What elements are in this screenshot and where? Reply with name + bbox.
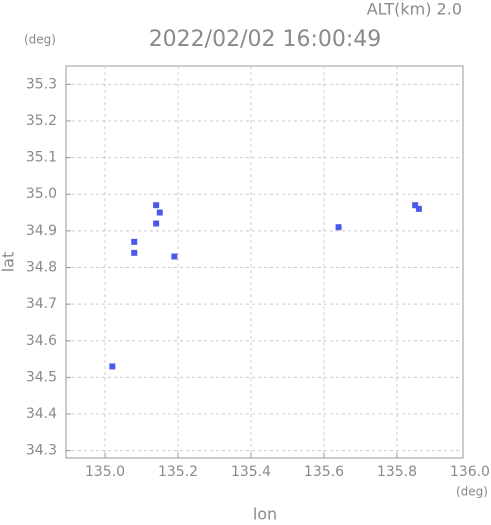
y-tick-label: 35.0 — [26, 186, 57, 202]
echo-point — [171, 253, 178, 260]
plot-frame — [65, 65, 464, 459]
echo-point — [156, 209, 163, 216]
y-unit: (deg) — [24, 33, 56, 47]
echo-point — [109, 363, 116, 370]
x-axis-title: lon — [253, 505, 277, 522]
y-tick-label: 34.9 — [26, 223, 57, 239]
x-tick-label: 135.4 — [231, 464, 271, 480]
y-tick-label: 34.4 — [26, 406, 57, 422]
echo-point — [412, 202, 419, 209]
y-tick-label: 34.7 — [26, 296, 57, 312]
echo-point — [131, 238, 138, 245]
echo-point — [415, 205, 422, 212]
y-tick-label: 34.8 — [26, 259, 57, 275]
y-tick-label: 34.5 — [26, 369, 57, 385]
y-axis-title: lat — [0, 252, 18, 273]
chart-title: 2022/02/02 16:00:49 — [149, 27, 382, 52]
echo-point — [153, 220, 160, 227]
echo-point — [335, 224, 342, 231]
y-tick-label: 34.6 — [26, 333, 57, 349]
x-tick-label: 135.8 — [377, 464, 417, 480]
y-tick-label: 34.3 — [26, 443, 57, 459]
y-tick-label: 35.2 — [26, 113, 57, 129]
x-tick-label: 135.6 — [304, 464, 344, 480]
x-tick-label: 135.0 — [85, 464, 125, 480]
x-tick-label: 135.2 — [158, 464, 198, 480]
y-tick-label: 35.3 — [26, 76, 57, 92]
x-tick-label: 136.0 — [450, 464, 490, 480]
altitude: ALT(km) 2.0 — [367, 0, 462, 19]
y-tick-label: 35.1 — [26, 150, 57, 166]
echo-point — [131, 249, 138, 256]
x-unit: (deg) — [456, 485, 488, 499]
echo-point — [153, 202, 160, 209]
